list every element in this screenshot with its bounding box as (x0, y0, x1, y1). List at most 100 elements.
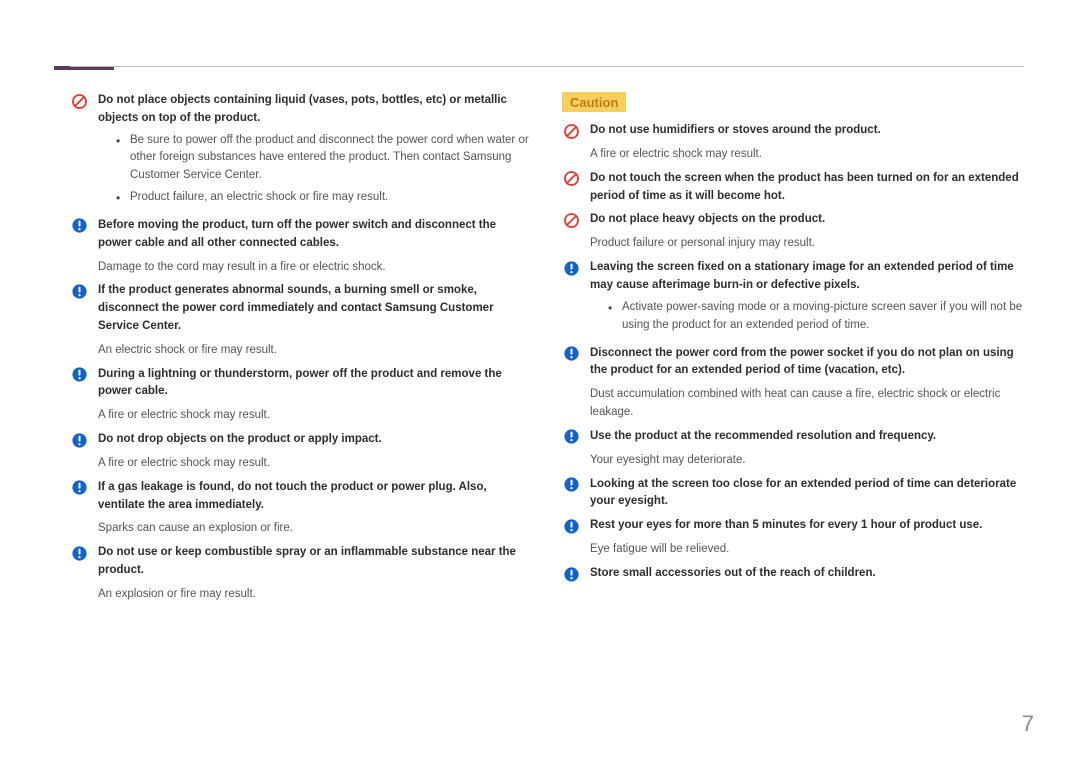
item-sub-text: Eye fatigue will be relieved. (590, 541, 729, 559)
caution-heading: Caution (562, 92, 626, 112)
right-entry: Do not place heavy objects on the produc… (562, 211, 1024, 253)
mandatory-icon (71, 545, 88, 562)
right-entry: Leaving the screen fixed on a stationary… (562, 259, 1024, 338)
left-entry: If the product generates abnormal sounds… (70, 282, 532, 359)
right-entry: Use the product at the recommended resol… (562, 428, 1024, 470)
item-text-block: Store small accessories out of the reach… (590, 565, 876, 583)
prohibit-icon (562, 170, 580, 188)
item-sub-text: Sparks can cause an explosion or fire. (98, 520, 293, 538)
prohibit-icon (562, 211, 580, 229)
item-sub-row: Dust accumulation combined with heat can… (562, 386, 1024, 422)
mandatory-icon (563, 428, 580, 445)
item-sub-text: Your eyesight may deteriorate. (590, 452, 746, 470)
safety-item: Do not touch the screen when the product… (562, 170, 1024, 206)
item-text-block: Looking at the screen too close for an e… (590, 476, 1024, 512)
item-text-block: If a gas leakage is found, do not touch … (98, 479, 532, 515)
item-sub-text: Damage to the cord may result in a fire … (98, 259, 386, 277)
item-bold-text: Do not use humidifiers or stoves around … (590, 122, 881, 140)
right-entry: Do not use humidifiers or stoves around … (562, 122, 1024, 164)
item-sub-row: An electric shock or fire may result. (70, 342, 532, 360)
icon-spacer (70, 342, 88, 343)
item-bullet-list: Be sure to power off the product and dis… (98, 132, 532, 207)
item-bold-text: Store small accessories out of the reach… (590, 565, 876, 583)
icon-spacer (70, 586, 88, 587)
item-bold-text: If a gas leakage is found, do not touch … (98, 479, 532, 515)
right-entry: Rest your eyes for more than 5 minutes f… (562, 517, 1024, 559)
mandatory-icon (70, 282, 88, 300)
safety-item: Do not use or keep combustible spray or … (70, 544, 532, 580)
icon-spacer (562, 235, 580, 236)
item-bold-text: Disconnect the power cord from the power… (590, 345, 1024, 381)
item-bold-text: Do not use or keep combustible spray or … (98, 544, 532, 580)
item-text-block: Do not place heavy objects on the produc… (590, 211, 825, 229)
item-bold-text: Leaving the screen fixed on a stationary… (590, 259, 1024, 295)
right-column: Caution Do not use humidifiers or stoves… (562, 92, 1024, 610)
item-text-block: Rest your eyes for more than 5 minutes f… (590, 517, 982, 535)
icon-spacer (70, 407, 88, 408)
mandatory-icon (71, 432, 88, 449)
safety-item: Do not place heavy objects on the produc… (562, 211, 1024, 229)
item-text-block: Do not use humidifiers or stoves around … (590, 122, 881, 140)
item-text-block: Do not touch the screen when the product… (590, 170, 1024, 206)
safety-item: During a lightning or thunderstorm, powe… (70, 366, 532, 402)
item-text-block: Do not drop objects on the product or ap… (98, 431, 382, 449)
item-text-block: Leaving the screen fixed on a stationary… (590, 259, 1024, 338)
safety-item: Do not drop objects on the product or ap… (70, 431, 532, 449)
item-sub-row: Damage to the cord may result in a fire … (70, 259, 532, 277)
item-sub-row: Sparks can cause an explosion or fire. (70, 520, 532, 538)
item-sub-row: A fire or electric shock may result. (562, 146, 1024, 164)
item-text-block: Do not use or keep combustible spray or … (98, 544, 532, 580)
left-entry: Do not drop objects on the product or ap… (70, 431, 532, 473)
item-bold-text: Before moving the product, turn off the … (98, 217, 532, 253)
item-sub-row: A fire or electric shock may result. (70, 407, 532, 425)
right-entry: Do not touch the screen when the product… (562, 170, 1024, 206)
mandatory-icon (563, 518, 580, 535)
item-sub-row: Product failure or personal injury may r… (562, 235, 1024, 253)
item-sub-text: An electric shock or fire may result. (98, 342, 277, 360)
left-entry: Do not place objects containing liquid (… (70, 92, 532, 211)
mandatory-icon (70, 366, 88, 384)
item-bold-text: During a lightning or thunderstorm, powe… (98, 366, 532, 402)
safety-item: Looking at the screen too close for an e… (562, 476, 1024, 512)
item-sub-text: Dust accumulation combined with heat can… (590, 386, 1024, 422)
icon-spacer (70, 259, 88, 260)
safety-item: Do not place objects containing liquid (… (70, 92, 532, 211)
icon-spacer (70, 520, 88, 521)
item-bold-text: Use the product at the recommended resol… (590, 428, 936, 446)
manual-page: Do not place objects containing liquid (… (0, 0, 1080, 763)
item-bold-text: Do not touch the screen when the product… (590, 170, 1024, 206)
mandatory-icon (70, 544, 88, 562)
mandatory-icon (563, 476, 580, 493)
safety-item: If a gas leakage is found, do not touch … (70, 479, 532, 515)
item-text-block: If the product generates abnormal sounds… (98, 282, 532, 335)
left-entry: Before moving the product, turn off the … (70, 217, 532, 276)
item-bullet-list: Activate power-saving mode or a moving-p… (590, 299, 1024, 335)
prohibit-icon (70, 92, 88, 110)
mandatory-icon (562, 259, 580, 277)
item-bold-text: Looking at the screen too close for an e… (590, 476, 1024, 512)
item-bullet: Be sure to power off the product and dis… (116, 132, 532, 185)
item-sub-text: A fire or electric shock may result. (590, 146, 762, 164)
safety-item: Rest your eyes for more than 5 minutes f… (562, 517, 1024, 535)
safety-item: Store small accessories out of the reach… (562, 565, 1024, 583)
mandatory-icon (563, 566, 580, 583)
item-sub-row: Eye fatigue will be relieved. (562, 541, 1024, 559)
item-bold-text: Do not place objects containing liquid (… (98, 92, 532, 128)
item-sub-text: A fire or electric shock may result. (98, 407, 270, 425)
right-entry: Disconnect the power cord from the power… (562, 345, 1024, 422)
mandatory-icon (562, 428, 580, 446)
prohibit-icon (562, 122, 580, 140)
safety-item: Do not use humidifiers or stoves around … (562, 122, 1024, 140)
icon-spacer (562, 386, 580, 387)
item-sub-row: An explosion or fire may result. (70, 586, 532, 604)
left-entry: During a lightning or thunderstorm, powe… (70, 366, 532, 425)
left-entry: Do not use or keep combustible spray or … (70, 544, 532, 603)
item-text-block: Disconnect the power cord from the power… (590, 345, 1024, 381)
safety-item: Use the product at the recommended resol… (562, 428, 1024, 446)
mandatory-icon (562, 565, 580, 583)
mandatory-icon (70, 479, 88, 497)
item-bold-text: Rest your eyes for more than 5 minutes f… (590, 517, 982, 535)
item-bold-text: Do not drop objects on the product or ap… (98, 431, 382, 449)
mandatory-icon (71, 283, 88, 300)
right-entry: Looking at the screen too close for an e… (562, 476, 1024, 512)
